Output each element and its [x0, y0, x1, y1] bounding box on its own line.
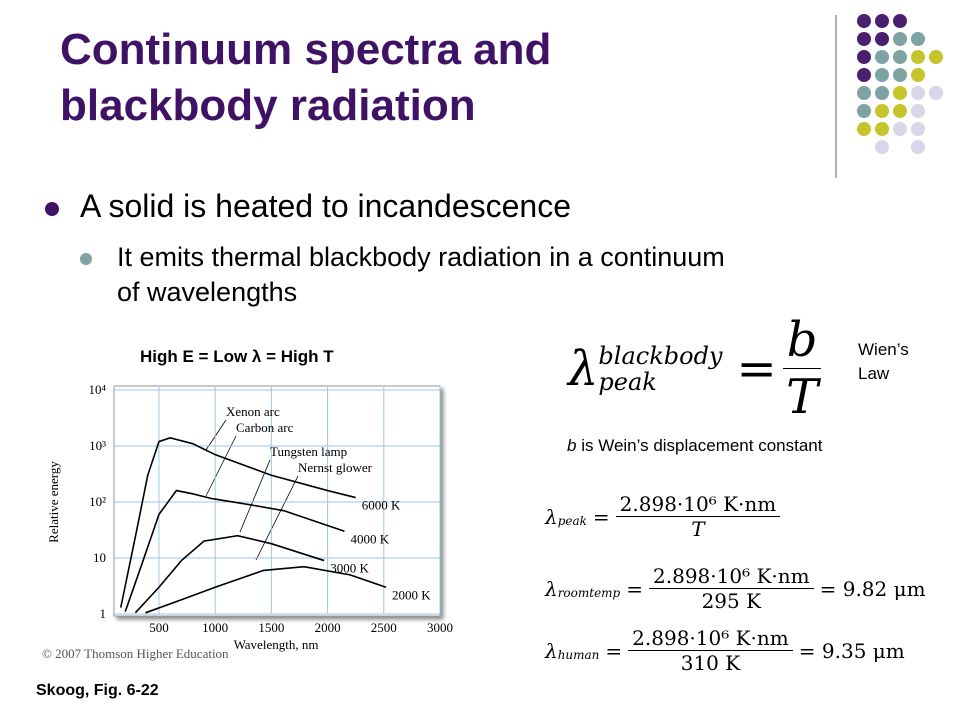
symbol: λ — [545, 576, 558, 601]
y-axis-label: Relative energy — [46, 461, 61, 543]
source: Skoog, Fig. 6-22 — [36, 682, 159, 699]
y-tick-label: 10⁴ — [88, 382, 106, 397]
equals: = — [736, 340, 777, 397]
equals: = — [605, 638, 623, 663]
symbol: λ — [568, 340, 599, 397]
x-tick-label: 2500 — [371, 620, 397, 635]
wien-name: Wien’s Law — [858, 338, 909, 386]
series-line — [145, 565, 387, 614]
annotation: Carbon arc — [236, 420, 294, 435]
denominator: T — [691, 517, 705, 541]
series-line — [124, 489, 345, 612]
numerator: 2.898·10⁶ K·nm — [628, 626, 793, 651]
equals: = — [626, 576, 644, 601]
result: = 9.35 μm — [798, 638, 905, 663]
equation: λ roomtemp = 2.898·10⁶ K·nm 295 K = 9.82 μ… — [545, 564, 926, 613]
bullet-dot — [80, 253, 92, 265]
series-label: 3000 K — [330, 561, 369, 576]
bullet: A solid is heated to incandescence — [80, 188, 571, 224]
equation: λ peak = 2.898·10⁶ K·nm T — [545, 492, 786, 541]
subscript: human — [557, 647, 600, 662]
numerator: b — [782, 312, 822, 369]
symbol: b — [567, 436, 577, 455]
x-tick-label: 1000 — [202, 620, 228, 635]
title-line: Continuum spectra and — [60, 25, 552, 74]
series-line — [119, 436, 356, 608]
title-line: blackbody radiation — [60, 81, 476, 130]
denominator: 295 K — [701, 589, 762, 613]
superscript: blackbody — [598, 341, 723, 370]
sub-bullet: It emits thermal blackbody radiation in … — [117, 240, 725, 310]
series-line — [134, 534, 325, 614]
y-tick-label: 10³ — [89, 438, 106, 453]
y-tick-label: 10² — [89, 494, 106, 509]
series-label: 6000 K — [362, 498, 401, 513]
subscript: peak — [557, 513, 587, 528]
x-tick-label: 500 — [149, 620, 169, 635]
series-label: 2000 K — [392, 587, 431, 602]
dot-pattern — [857, 14, 943, 154]
y-tick-label: 10 — [93, 550, 106, 565]
denominator: 310 K — [680, 651, 741, 675]
equation: λ human = 2.898·10⁶ K·nm 310 K = 9.35 μm — [545, 626, 905, 675]
title: Continuum spectra and blackbody radiatio… — [60, 22, 551, 134]
credit: © 2007 Thomson Higher Education — [42, 646, 229, 661]
x-tick-label: 2000 — [315, 620, 341, 635]
numerator: 2.898·10⁶ K·nm — [649, 564, 814, 589]
x-tick-label: 1500 — [258, 620, 284, 635]
sub-bullet-line: of wavelengths — [117, 277, 298, 307]
note-text: is Wein’s displacement constant — [581, 436, 823, 455]
symbol: λ — [545, 504, 558, 529]
figure-caption: High E = Low λ = High T — [140, 347, 334, 366]
subscript: peak — [598, 367, 657, 396]
x-tick-label: 3000 — [427, 620, 453, 635]
numerator: 2.898·10⁶ K·nm — [615, 492, 781, 517]
wien-name-line: Law — [858, 364, 890, 383]
annotation: Xenon arc — [226, 404, 280, 419]
equals: = — [592, 504, 610, 529]
annotation: Tungsten lamp — [270, 444, 347, 459]
annotation: Nernst glower — [298, 460, 373, 475]
chart: Wavelength, nm Relative energy © 2007 Th… — [42, 382, 453, 661]
subscript: roomtemp — [557, 585, 621, 600]
wien-name-line: Wien’s — [858, 340, 909, 359]
sub-bullet-line: It emits thermal blackbody radiation in … — [117, 242, 725, 272]
series-label: 4000 K — [350, 531, 389, 546]
constant-note: b is Wein’s displacement constant — [567, 436, 822, 456]
x-axis-label: Wavelength, nm — [234, 637, 319, 652]
y-tick-label: 1 — [100, 606, 107, 621]
bullet-dot — [45, 202, 59, 216]
result: = 9.82 μm — [819, 576, 926, 601]
symbol: λ — [545, 638, 558, 663]
denominator: T — [786, 369, 819, 425]
